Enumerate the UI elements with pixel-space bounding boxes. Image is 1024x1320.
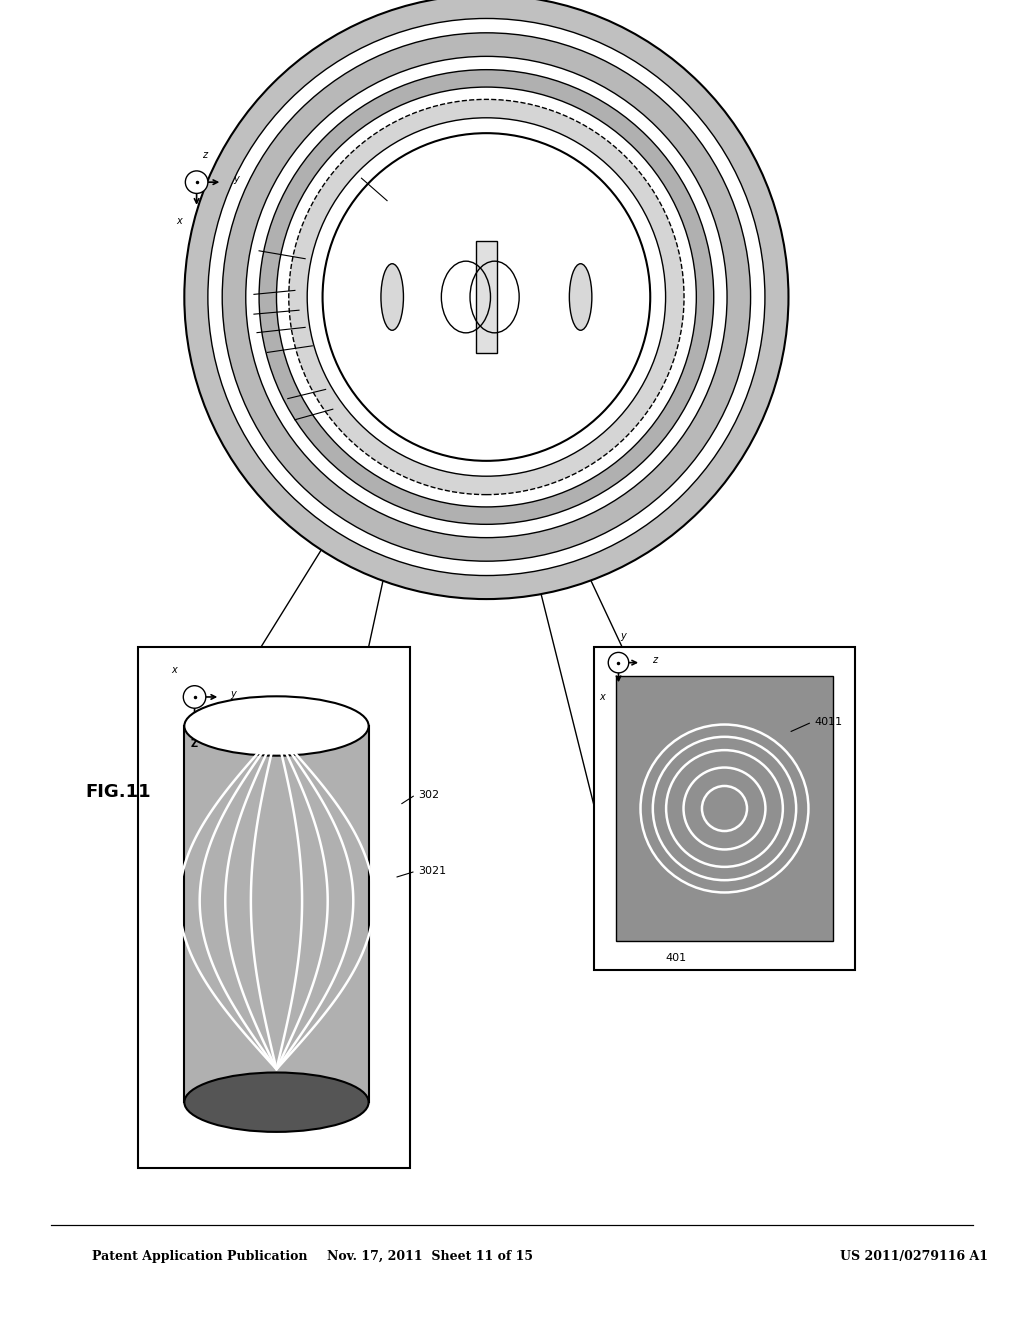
Ellipse shape: [276, 87, 696, 507]
Ellipse shape: [183, 685, 206, 709]
Ellipse shape: [246, 57, 727, 537]
Ellipse shape: [307, 117, 666, 477]
Ellipse shape: [208, 18, 765, 576]
Text: Z: Z: [191, 739, 198, 750]
Text: x: x: [176, 215, 182, 226]
Bar: [594, 647, 855, 970]
Ellipse shape: [222, 33, 751, 561]
Ellipse shape: [184, 696, 369, 755]
Ellipse shape: [608, 652, 629, 673]
Text: 401: 401: [265, 393, 285, 404]
Text: x: x: [171, 665, 177, 676]
Text: P: P: [427, 300, 433, 310]
Text: 3021: 3021: [418, 866, 445, 876]
Bar: [616, 676, 833, 941]
Ellipse shape: [184, 0, 788, 599]
Text: y: y: [233, 174, 240, 185]
Text: 302: 302: [272, 414, 292, 425]
Text: 301: 301: [234, 327, 254, 338]
Ellipse shape: [259, 70, 714, 524]
Text: y: y: [230, 689, 237, 700]
Text: y: y: [621, 631, 627, 642]
Text: FIG.11: FIG.11: [85, 783, 151, 801]
Text: 4011: 4011: [814, 717, 842, 727]
Text: 500: 500: [339, 173, 358, 183]
Text: x: x: [599, 692, 605, 702]
Text: z: z: [202, 150, 208, 161]
Bar: [476, 240, 497, 354]
Text: 300: 300: [245, 347, 264, 358]
Text: z: z: [651, 655, 657, 665]
Text: 303: 303: [231, 309, 251, 319]
Text: 304: 304: [237, 246, 256, 256]
Ellipse shape: [184, 1072, 369, 1131]
Ellipse shape: [323, 133, 650, 461]
Text: US 2011/0279116 A1: US 2011/0279116 A1: [840, 1250, 988, 1263]
Ellipse shape: [289, 99, 684, 495]
Text: 401: 401: [666, 953, 687, 964]
Ellipse shape: [569, 264, 592, 330]
Text: 400: 400: [231, 289, 251, 300]
Ellipse shape: [185, 170, 208, 194]
Text: 302: 302: [418, 789, 439, 800]
Text: Patent Application Publication: Patent Application Publication: [92, 1250, 307, 1263]
Bar: [184, 726, 369, 1102]
Ellipse shape: [381, 264, 403, 330]
Bar: [138, 647, 410, 1168]
Text: Nov. 17, 2011  Sheet 11 of 15: Nov. 17, 2011 Sheet 11 of 15: [327, 1250, 534, 1263]
